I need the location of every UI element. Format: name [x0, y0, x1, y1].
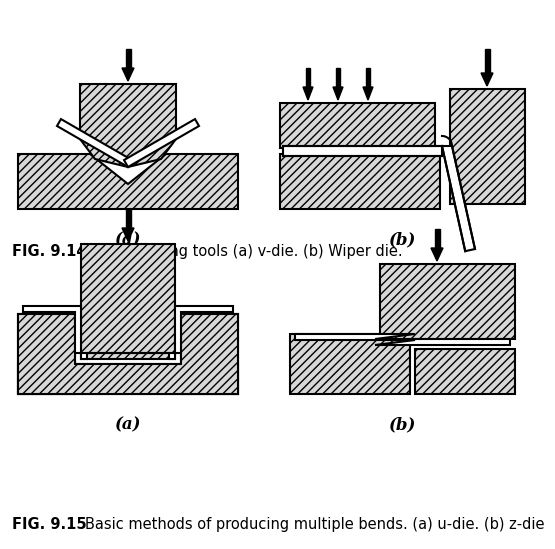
Text: FIG. 9.15: FIG. 9.15	[12, 517, 87, 532]
Polygon shape	[295, 334, 510, 345]
Polygon shape	[122, 68, 134, 81]
Text: FIG. 9.14: FIG. 9.14	[12, 244, 87, 259]
Polygon shape	[80, 84, 176, 167]
Polygon shape	[18, 314, 238, 394]
Polygon shape	[280, 103, 435, 148]
Polygon shape	[18, 314, 75, 394]
Polygon shape	[431, 248, 443, 261]
Polygon shape	[124, 119, 199, 167]
Polygon shape	[181, 314, 238, 394]
Polygon shape	[485, 49, 490, 73]
Polygon shape	[57, 119, 132, 167]
Polygon shape	[306, 68, 310, 87]
Polygon shape	[303, 87, 313, 100]
Text: Basic methods of producing multiple bends. (a) u-die. (b) z-die: Basic methods of producing multiple bend…	[85, 517, 544, 532]
Polygon shape	[280, 154, 440, 209]
Polygon shape	[435, 229, 440, 248]
Polygon shape	[481, 73, 493, 86]
Text: (a): (a)	[115, 231, 142, 248]
Text: (b): (b)	[389, 416, 416, 433]
Polygon shape	[333, 87, 343, 100]
Polygon shape	[122, 228, 134, 241]
Polygon shape	[366, 68, 370, 87]
Polygon shape	[125, 49, 130, 68]
Polygon shape	[450, 89, 525, 204]
Polygon shape	[415, 349, 515, 394]
Text: (a): (a)	[115, 416, 142, 433]
Polygon shape	[23, 306, 233, 359]
Polygon shape	[380, 264, 515, 339]
Polygon shape	[290, 334, 410, 394]
Text: Basic bending tools (a) v-die. (b) Wiper die.: Basic bending tools (a) v-die. (b) Wiper…	[85, 244, 402, 259]
Polygon shape	[125, 209, 130, 228]
Text: (b): (b)	[389, 231, 416, 248]
Polygon shape	[363, 87, 373, 100]
Polygon shape	[336, 68, 340, 87]
Polygon shape	[283, 146, 442, 156]
Polygon shape	[81, 244, 175, 359]
Polygon shape	[18, 364, 238, 394]
Polygon shape	[18, 154, 238, 209]
Polygon shape	[442, 146, 475, 251]
